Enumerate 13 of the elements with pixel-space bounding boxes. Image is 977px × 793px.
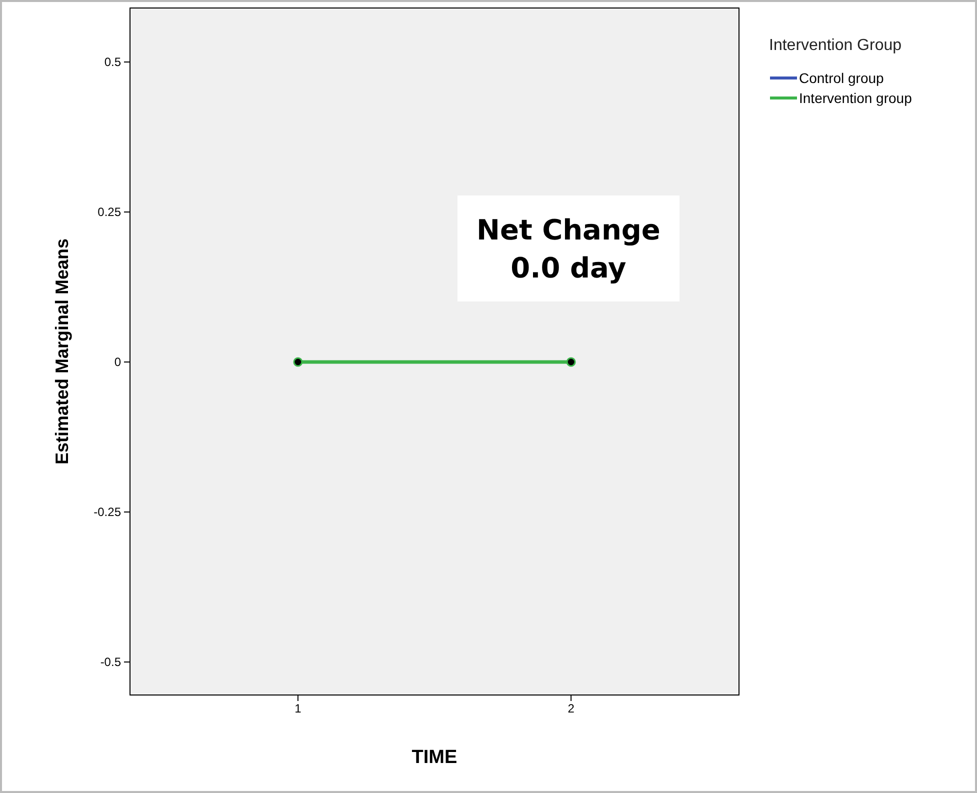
y-tick-label: 0.25: [98, 204, 122, 219]
y-tick-label: -0.25: [94, 504, 122, 519]
x-tick-label: 2: [568, 702, 575, 716]
legend-label: Control group: [799, 70, 884, 86]
x-axis-title: TIME: [412, 747, 458, 768]
annotation: Net Change 0.0 day: [476, 213, 660, 284]
y-tick-label: 0.5: [104, 54, 122, 69]
y-tick-label: -0.5: [100, 654, 122, 669]
x-tick-label: 1: [294, 702, 302, 716]
y-tick-label: 0: [114, 354, 122, 369]
y-axis-title: Estimated Marginal Means: [52, 238, 72, 465]
legend-label: Intervention group: [799, 90, 912, 106]
legend-title: Intervention Group: [769, 37, 902, 54]
